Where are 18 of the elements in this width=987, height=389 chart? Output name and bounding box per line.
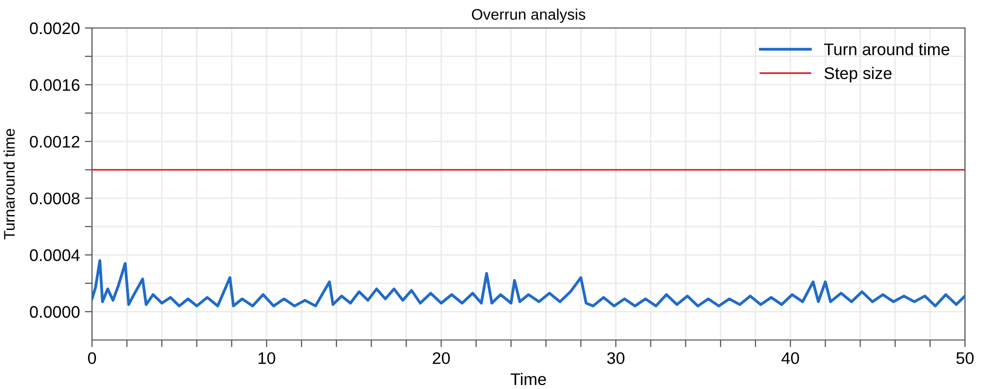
x-tick-label: 30 [607,352,624,364]
x-tick-label: 20 [432,352,450,364]
x-tick-label: 50 [956,352,974,364]
x-tick-label: 10 [258,352,276,364]
y-tick-label: 0.0016 [30,79,80,91]
y-tick-label: 0.0004 [30,249,80,262]
legend-label: Step size [824,66,892,82]
y-tick-label: 0.0012 [30,136,80,148]
y-tick-label: 0.0000 [30,306,80,318]
y-axis-title: Turnaround time [4,128,15,240]
x-tick-label: 0 [88,352,96,364]
x-axis-title: Time [510,372,546,386]
y-tick-label: 0.0020 [30,22,80,34]
line-series [92,259,965,308]
x-tick-label: 40 [782,352,800,364]
legend-label: Turn around time [824,43,950,56]
y-tick-label: 0.0008 [30,192,80,204]
chart-title: Overrun analysis [472,8,586,23]
